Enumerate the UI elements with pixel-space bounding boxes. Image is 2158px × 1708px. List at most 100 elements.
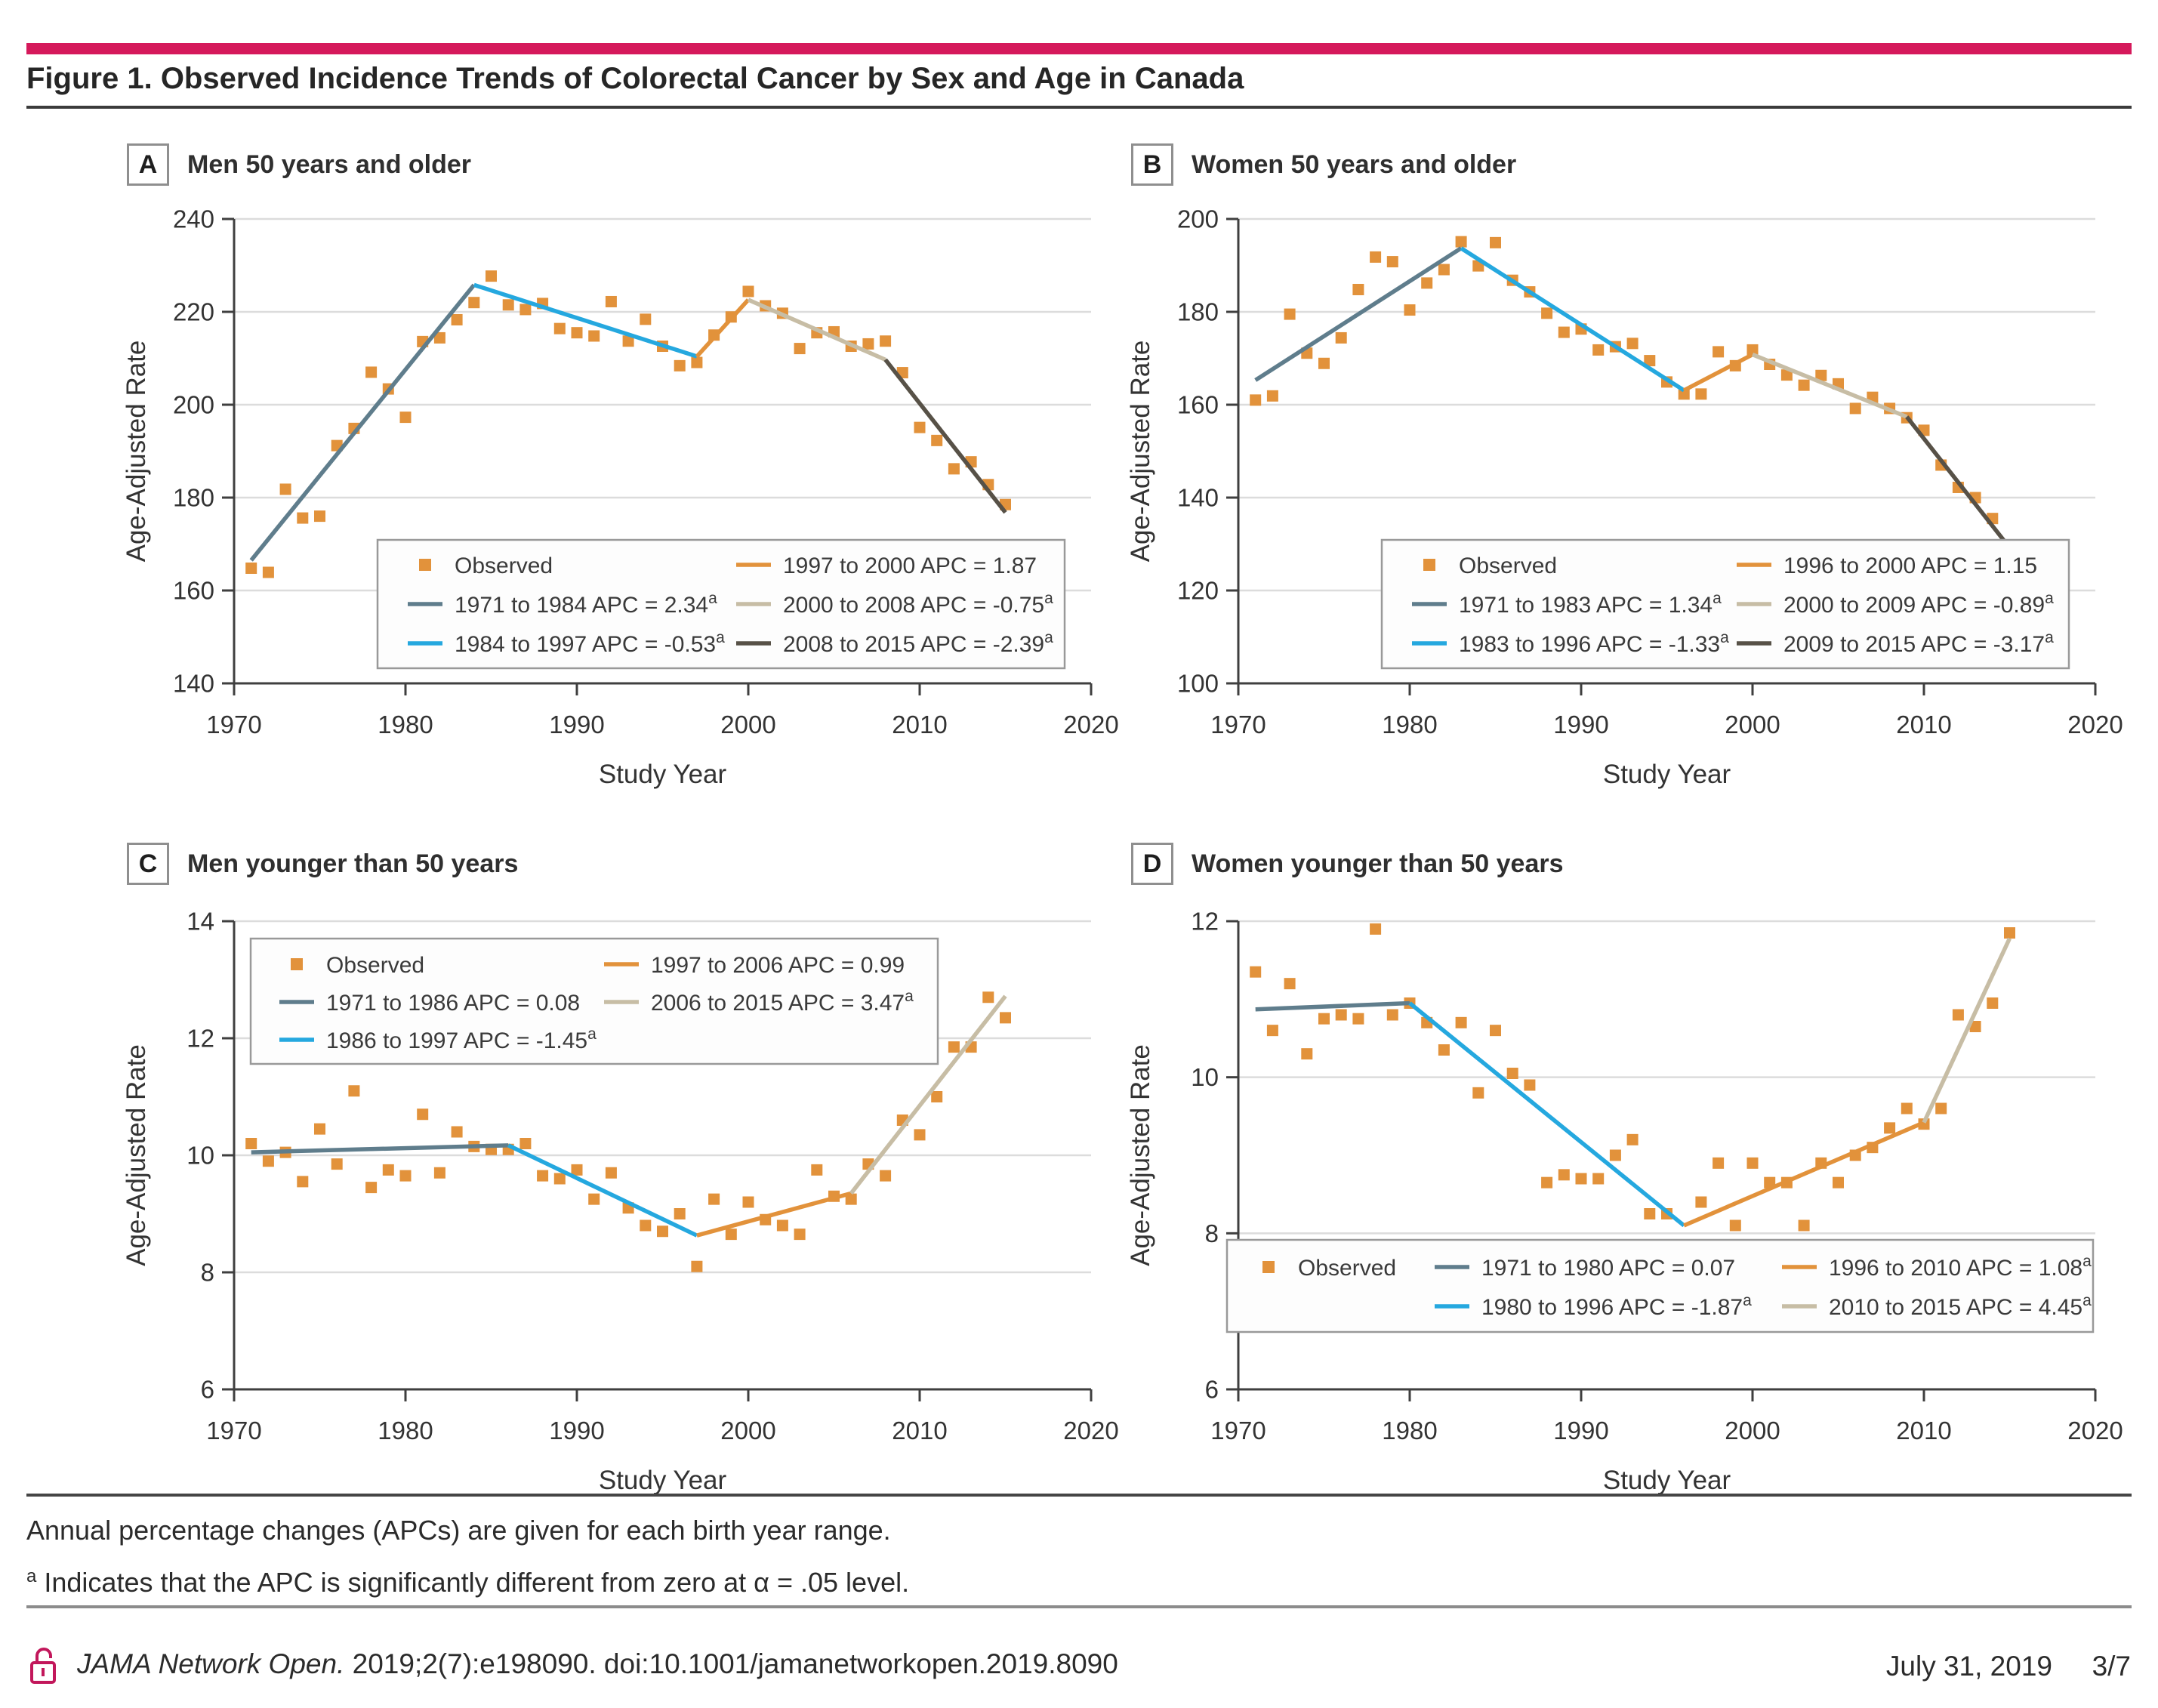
- footnote-text: Indicates that the APC is significantly …: [44, 1567, 910, 1598]
- data-point: [811, 1164, 823, 1176]
- data-point: [519, 1138, 532, 1149]
- y-axis-tick-label: 120: [1177, 577, 1219, 605]
- panel-d-letter: D: [1131, 843, 1173, 885]
- data-point: [399, 412, 412, 424]
- data-point: [880, 335, 892, 347]
- data-point: [931, 434, 943, 446]
- y-axis-tick-label: 6: [1205, 1376, 1219, 1404]
- y-axis-tick-label: 6: [201, 1376, 214, 1404]
- data-point: [1678, 388, 1690, 400]
- data-point: [314, 1123, 325, 1135]
- data-point: [1318, 357, 1330, 369]
- legend-label: 2006 to 2015 APC = 3.47a: [651, 988, 914, 1016]
- data-point: [1695, 388, 1707, 400]
- trend-line-segment: [1682, 353, 1754, 393]
- x-axis-tick-label: 1970: [206, 711, 261, 738]
- y-axis-tick-label: 14: [187, 908, 214, 936]
- x-axis-title: Study Year: [1603, 1466, 1731, 1495]
- data-point: [571, 1164, 583, 1176]
- legend-label: 1996 to 2000 APC = 1.15: [1783, 553, 2037, 578]
- legend-label: 1986 to 1997 APC = -1.45a: [326, 1025, 597, 1053]
- data-point: [1901, 1102, 1913, 1115]
- data-point: [433, 1167, 445, 1179]
- x-axis-tick-label: 2010: [1896, 711, 1951, 738]
- legend-label: Observed: [455, 553, 553, 578]
- legend-label: 1971 to 1980 APC = 0.07: [1481, 1256, 1735, 1281]
- data-point: [1335, 331, 1347, 344]
- legend-swatch-observed: [291, 958, 303, 970]
- footnote-marker: a: [26, 1566, 37, 1586]
- x-axis-tick-label: 2000: [720, 711, 775, 738]
- trend-line-segment: [849, 994, 1007, 1195]
- trend-line-segment: [1751, 353, 1908, 419]
- data-point: [1713, 346, 1725, 358]
- x-axis-tick-label: 1980: [1382, 711, 1437, 738]
- trend-line-segment: [1460, 246, 1685, 393]
- data-point: [914, 421, 926, 433]
- data-point: [1284, 308, 1296, 320]
- legend-label: 1983 to 1996 APC = -1.33a: [1459, 629, 1729, 657]
- data-point: [1729, 1219, 1741, 1232]
- data-point: [245, 562, 257, 574]
- data-point: [1626, 338, 1639, 350]
- data-point: [1524, 1079, 1536, 1091]
- data-point: [1541, 307, 1553, 319]
- data-point: [1266, 390, 1278, 402]
- data-point: [725, 1229, 737, 1241]
- y-axis-tick-label: 100: [1177, 670, 1219, 698]
- y-axis-tick-label: 220: [173, 298, 214, 326]
- data-point: [245, 1138, 257, 1149]
- trend-line-segment: [249, 283, 476, 562]
- trend-line-segment: [1255, 1000, 1410, 1012]
- data-point: [1370, 251, 1382, 263]
- figure-footnote: a Indicates that the APC is significantl…: [26, 1566, 909, 1599]
- trend-line-segment: [695, 298, 751, 358]
- data-point: [880, 1170, 892, 1182]
- y-axis-tick-label: 200: [173, 391, 214, 419]
- y-axis-tick-label: 10: [187, 1142, 214, 1170]
- journal-name: JAMA Network Open.: [77, 1648, 345, 1679]
- panel-a-letter: A: [127, 143, 169, 186]
- data-point: [1404, 304, 1416, 316]
- x-axis-tick-label: 1970: [1210, 1417, 1266, 1444]
- data-point: [365, 1182, 378, 1194]
- x-axis-title: Study Year: [599, 1466, 727, 1495]
- data-point: [1301, 1048, 1313, 1060]
- x-axis-tick-label: 1990: [1553, 1417, 1608, 1444]
- data-point: [1352, 1013, 1364, 1025]
- notes-divider: [26, 1494, 2132, 1497]
- legend-label: 2000 to 2008 APC = -0.75a: [783, 590, 1053, 618]
- data-point: [1884, 1122, 1896, 1134]
- data-point: [1250, 394, 1262, 406]
- x-axis-tick-label: 1980: [378, 711, 433, 738]
- y-axis-tick-label: 10: [1191, 1063, 1219, 1091]
- data-point: [862, 338, 874, 350]
- y-axis-tick-label: 180: [173, 484, 214, 512]
- data-point: [502, 299, 514, 311]
- y-axis-tick-label: 8: [201, 1259, 214, 1287]
- data-point: [1575, 1173, 1587, 1185]
- data-point: [1592, 1173, 1605, 1185]
- panel-b-header: B Women 50 years and older: [1131, 143, 1516, 186]
- data-point: [1713, 1157, 1725, 1169]
- data-point: [691, 1260, 703, 1272]
- panel-c-title: Men younger than 50 years: [187, 849, 519, 878]
- trend-line-segment: [1683, 1121, 1925, 1228]
- data-point: [553, 1173, 566, 1185]
- data-point: [794, 1229, 806, 1241]
- data-point: [1849, 402, 1861, 415]
- panel-d-title: Women younger than 50 years: [1192, 849, 1564, 878]
- data-point: [1833, 1176, 1844, 1189]
- data-point: [1472, 1087, 1484, 1099]
- x-axis-tick-label: 1990: [1553, 711, 1608, 738]
- footer-citation: JAMA Network Open. 2019;2(7):e198090. do…: [77, 1648, 1118, 1680]
- data-point: [845, 1193, 857, 1205]
- panel-c-letter: C: [127, 843, 169, 885]
- y-axis-title: Age-Adjusted Rate: [122, 341, 151, 563]
- y-axis-tick-label: 140: [173, 670, 214, 698]
- data-point: [1421, 277, 1433, 289]
- legend: [376, 538, 1066, 670]
- panel-b-letter: B: [1131, 143, 1173, 186]
- data-point: [2004, 927, 2015, 939]
- data-point: [1746, 1157, 1759, 1169]
